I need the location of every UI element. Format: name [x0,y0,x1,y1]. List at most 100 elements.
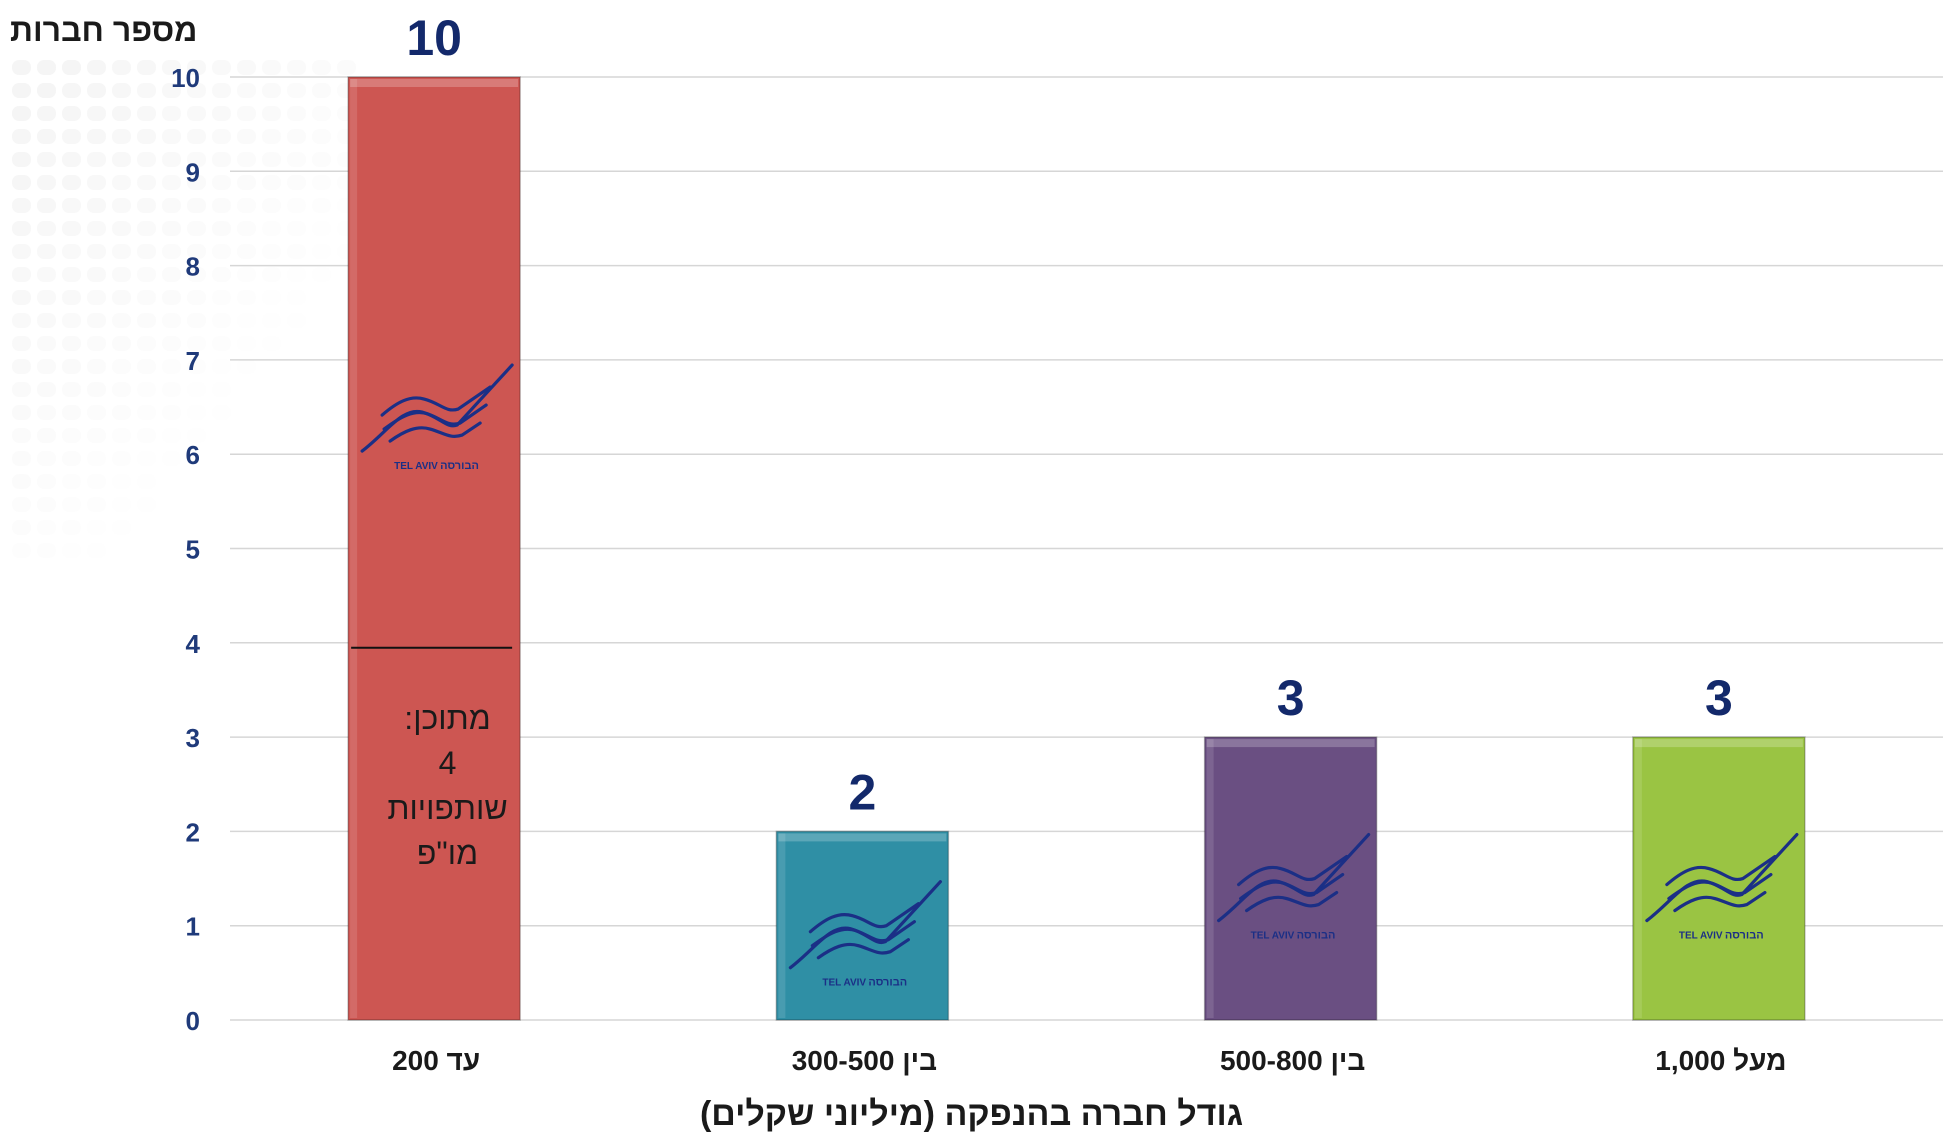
background-dot [37,267,56,282]
background-dot [112,60,131,75]
background-dot [62,405,81,420]
background-dot [287,129,306,144]
background-dot [37,83,56,98]
background-dot [162,428,181,443]
bar-highlight [1206,739,1375,748]
y-tick-label: 4 [186,629,201,659]
background-dot [312,60,331,75]
x-axis-ticks: עד 200 בין 300-500 בין 500-800 מעל 1,000 [392,1045,1786,1076]
background-dot [87,60,106,75]
logo-stroke [388,421,482,443]
background-dot [37,474,56,489]
background-dot [162,129,181,144]
background-dot [112,428,131,443]
background-dot [87,543,106,558]
bar-group: TEL AVIV הבורסה [347,76,521,1021]
background-dot [12,313,31,328]
background-dot [287,152,306,167]
bar [347,76,521,1021]
background-dot [37,244,56,259]
background-dot [37,60,56,75]
logo-text-hebrew: הבורסה [1297,930,1336,942]
background-dot [87,474,106,489]
background-dot [137,244,156,259]
y-tick-label: 10 [171,63,200,93]
background-dot [162,313,181,328]
bar-highlight [350,79,519,87]
background-dot [137,152,156,167]
background-dot [112,520,131,535]
background-dot [12,244,31,259]
background-dot [112,313,131,328]
background-dot [187,382,206,397]
background-dot [12,405,31,420]
background-dot [62,221,81,236]
logo-stroke [816,938,910,960]
background-dot [212,336,231,351]
y-tick-label: 7 [186,346,200,376]
background-dot [237,152,256,167]
background-dot [112,152,131,167]
background-dot [287,83,306,98]
y-tick-label: 1 [186,912,200,942]
y-axis-ticks: 0 1 2 3 4 5 6 7 8 9 10 [171,63,200,1036]
background-dot [112,267,131,282]
background-dot [312,267,331,282]
background-dot [87,152,106,167]
background-dot [62,83,81,98]
x-tick-label: מעל 1,000 [1655,1045,1786,1076]
background-dot [162,221,181,236]
background-dot [262,60,281,75]
logo-text-latin: TEL AVIV [394,461,438,472]
background-dot [37,129,56,144]
background-dot [212,267,231,282]
background-dot [12,290,31,305]
background-dot [37,175,56,190]
background-dot [137,359,156,374]
background-dot [12,152,31,167]
background-dot [312,152,331,167]
background-dot [37,152,56,167]
x-tick-label: עד 200 [392,1045,480,1076]
background-dot [12,336,31,351]
background-dot [112,497,131,512]
background-dot [137,382,156,397]
background-dot [162,336,181,351]
background-dot [12,221,31,236]
background-dot [87,175,106,190]
background-dot [12,497,31,512]
background-dot [112,83,131,98]
background-dot [312,83,331,98]
background-dot [62,198,81,213]
background-dot [112,129,131,144]
background-dot [87,428,106,443]
x-axis-title: גודל חברה בהנפקה (מיליוני שקלים) [699,1095,1244,1133]
background-dot [112,336,131,351]
background-dot [62,60,81,75]
background-dot [12,60,31,75]
background-dot [212,359,231,374]
background-dot-pattern [12,60,356,558]
y-tick-label: 0 [186,1006,200,1036]
background-dot [162,83,181,98]
background-dot [137,175,156,190]
bar-highlight [350,79,358,1018]
background-dot [87,336,106,351]
background-dot [62,497,81,512]
background-dot [187,175,206,190]
bar-group: TEL AVIV הבורסה [1632,736,1806,1021]
background-dot [62,267,81,282]
y-tick-label: 3 [186,723,200,753]
logo-stroke [1665,854,1777,887]
tase-logo-icon: TEL AVIV הבורסה [788,880,942,989]
background-dot [212,290,231,305]
background-dot [162,106,181,121]
background-dot [12,543,31,558]
background-dot [237,267,256,282]
background-dot [187,336,206,351]
background-dot [87,359,106,374]
background-dot [12,175,31,190]
background-dot [262,129,281,144]
y-tick-label: 8 [186,252,200,282]
